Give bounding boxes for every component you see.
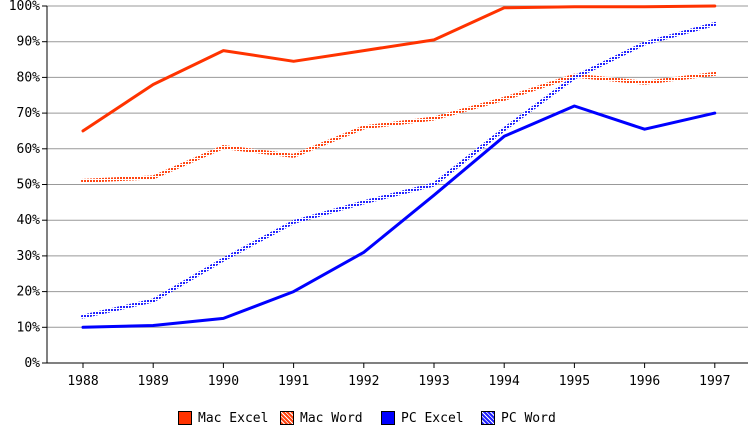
legend-label-mac-word: Mac Word bbox=[300, 410, 363, 426]
legend-label-pc-excel: PC Excel bbox=[401, 410, 464, 426]
legend-label-pc-word: PC Word bbox=[501, 410, 556, 426]
legend: Mac Excel Mac Word PC Excel PC Word bbox=[0, 406, 750, 429]
y-tick-label: 60% bbox=[17, 142, 41, 157]
y-tick-label: 30% bbox=[17, 249, 41, 264]
x-tick-label: 1995 bbox=[559, 374, 590, 389]
y-tick-label: 70% bbox=[17, 106, 41, 121]
gridlines bbox=[47, 5, 748, 328]
x-tick-label: 1988 bbox=[67, 374, 98, 389]
y-tick-label: 40% bbox=[17, 213, 41, 228]
y-tick-label: 80% bbox=[17, 70, 41, 85]
legend-item-mac-word: Mac Word bbox=[280, 409, 363, 427]
series-line-pc-excel bbox=[81, 104, 717, 329]
legend-swatch-mac-word bbox=[280, 411, 294, 425]
x-tick-labels: 1988 1989 1990 1991 1992 1993 1994 1995 1996 1997 bbox=[67, 374, 730, 389]
series-lines bbox=[81, 4, 717, 329]
x-tick-label: 1994 bbox=[489, 374, 520, 389]
series-line-mac-excel bbox=[81, 4, 717, 133]
legend-swatch-pc-word bbox=[481, 411, 495, 425]
y-tick-labels: 0% 10% 20% 30% 40% 50% 60% 70% 80% 90% 100% bbox=[9, 0, 40, 371]
x-tick-label: 1997 bbox=[699, 374, 730, 389]
y-tick-label: 0% bbox=[24, 356, 40, 371]
legend-item-pc-excel: PC Excel bbox=[381, 409, 464, 427]
legend-swatch-pc-excel bbox=[381, 411, 395, 425]
x-tick-label: 1989 bbox=[138, 374, 169, 389]
x-tick-label: 1996 bbox=[629, 374, 660, 389]
y-tick-label: 90% bbox=[17, 35, 41, 50]
y-tick-label: 50% bbox=[17, 178, 41, 193]
legend-swatch-mac-excel bbox=[178, 411, 192, 425]
x-tick-label: 1991 bbox=[278, 374, 309, 389]
x-tick-label: 1992 bbox=[348, 374, 379, 389]
y-tick-label: 20% bbox=[17, 285, 41, 300]
y-tick-label: 100% bbox=[9, 0, 40, 14]
axes bbox=[42, 5, 748, 368]
x-tick-label: 1990 bbox=[208, 374, 239, 389]
legend-item-mac-excel: Mac Excel bbox=[178, 409, 268, 427]
legend-item-pc-word: PC Word bbox=[481, 409, 556, 427]
x-tick-label: 1993 bbox=[418, 374, 449, 389]
y-tick-label: 10% bbox=[17, 320, 41, 335]
series-line-pc-word bbox=[81, 21, 717, 319]
series-line-mac-word bbox=[81, 71, 717, 183]
legend-label-mac-excel: Mac Excel bbox=[198, 410, 269, 426]
